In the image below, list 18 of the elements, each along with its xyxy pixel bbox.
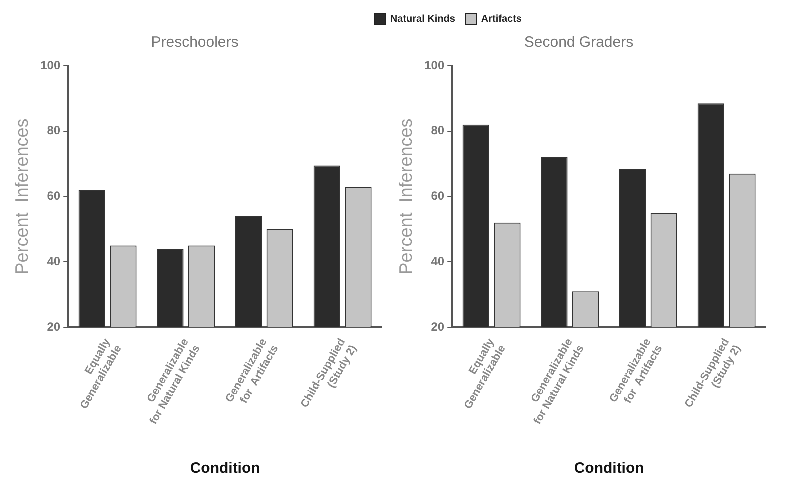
y-tick-label: 40: [47, 254, 61, 268]
y-tick-label: 80: [431, 124, 445, 138]
legend-label: Natural Kinds: [390, 14, 456, 24]
y-tick-label: 60: [431, 189, 445, 204]
y-tick-label: 80: [47, 124, 61, 138]
legend-label: Artifacts: [481, 14, 522, 24]
y-axis-title: Percent Inferences: [396, 118, 416, 275]
y-tick-label: 20: [431, 320, 445, 334]
y-tick-label: 100: [40, 58, 61, 72]
y-tick-label: 100: [424, 58, 445, 72]
y-axis-title: Percent Inferences: [12, 118, 32, 275]
chart-title: Preschoolers: [151, 34, 239, 52]
y-tick-label: 20: [47, 320, 61, 334]
x-axis-title: Condition: [574, 460, 644, 478]
y-tick-label: 60: [47, 189, 61, 204]
chart-title: Second Graders: [524, 34, 634, 52]
x-axis-title: Condition: [190, 460, 260, 478]
y-tick-label: 40: [431, 254, 445, 268]
